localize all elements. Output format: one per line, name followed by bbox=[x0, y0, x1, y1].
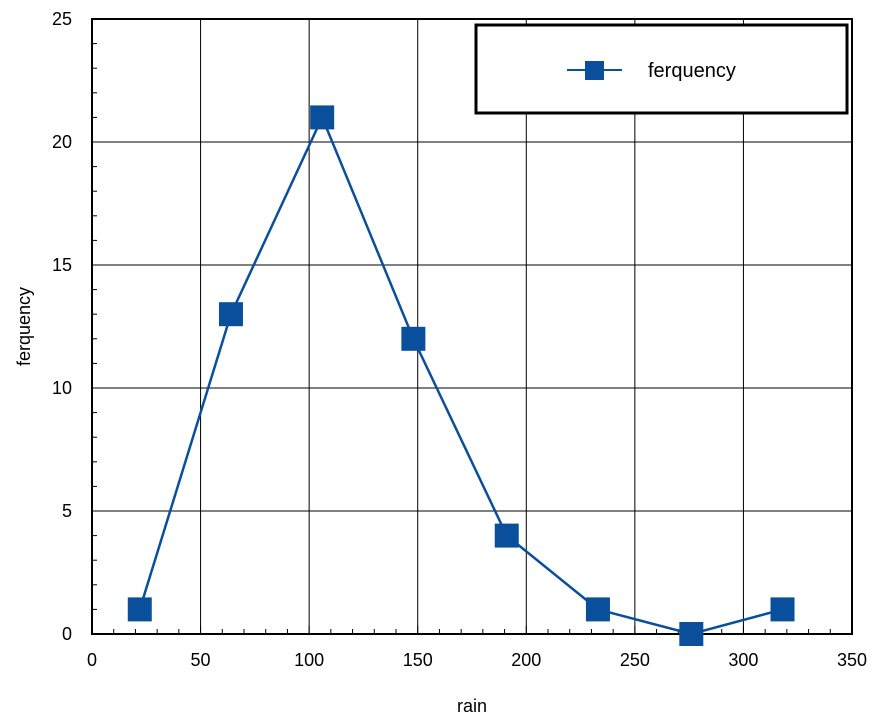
x-tick-label: 350 bbox=[837, 650, 867, 670]
data-point bbox=[585, 597, 610, 622]
y-tick-label: 15 bbox=[52, 255, 72, 275]
data-point bbox=[127, 597, 152, 622]
x-tick-label: 300 bbox=[728, 650, 758, 670]
y-axis-title: ferquency bbox=[14, 287, 34, 366]
series-line bbox=[138, 114, 783, 636]
legend-marker-square bbox=[585, 61, 604, 80]
data-point bbox=[679, 622, 704, 646]
y-tick-label: 25 bbox=[52, 9, 72, 29]
data-point bbox=[401, 326, 426, 351]
legend-label: ferquency bbox=[648, 60, 736, 82]
x-tick-labels: 0 50 100 150 200 250 300 350 bbox=[87, 650, 867, 670]
legend: ferquency bbox=[474, 23, 849, 115]
x-tick-label: 100 bbox=[294, 650, 324, 670]
data-point bbox=[494, 523, 519, 548]
data-point bbox=[770, 597, 795, 622]
series-layer bbox=[127, 105, 795, 646]
grid bbox=[92, 19, 852, 634]
y-tick-label: 20 bbox=[52, 132, 72, 152]
legend-box bbox=[474, 23, 849, 115]
y-tick-label: 10 bbox=[52, 378, 72, 398]
x-tick-label: 200 bbox=[511, 650, 541, 670]
x-tick-label: 0 bbox=[87, 650, 97, 670]
x-tick-label: 50 bbox=[191, 650, 211, 670]
y-tick-labels: 0 5 10 15 20 25 bbox=[52, 9, 72, 644]
x-tick-label: 250 bbox=[620, 650, 650, 670]
y-tick-label: 0 bbox=[62, 624, 72, 644]
x-tick-label: 150 bbox=[403, 650, 433, 670]
data-point bbox=[310, 105, 335, 130]
data-point bbox=[218, 302, 243, 327]
x-axis-title: rain bbox=[457, 696, 487, 716]
plot-frame bbox=[91, 18, 853, 635]
y-tick-label: 5 bbox=[62, 501, 72, 521]
